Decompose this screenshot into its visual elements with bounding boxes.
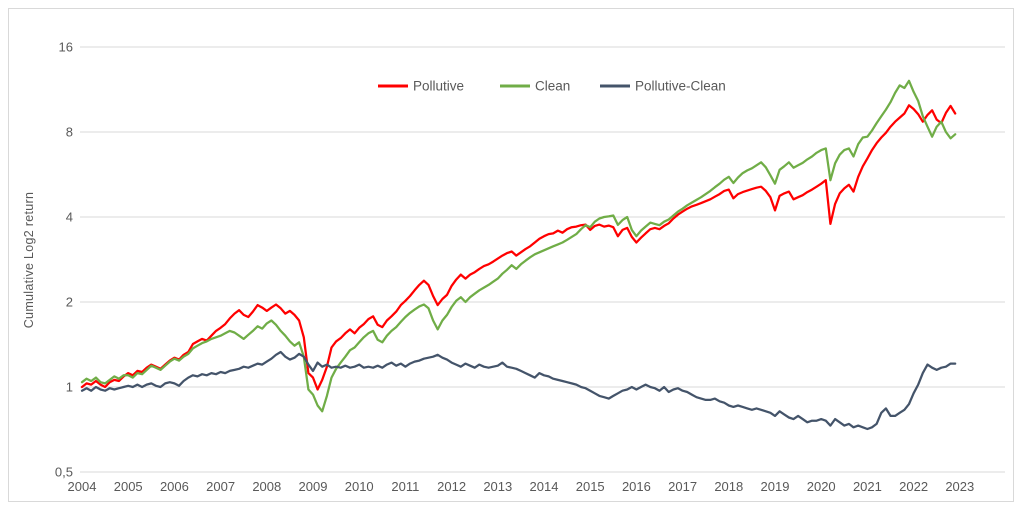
series-line-pollutive [80, 104, 957, 391]
y-tick-label: 16 [59, 40, 73, 55]
y-tick-label: 8 [66, 125, 73, 140]
legend-label-pollutive: Pollutive [413, 79, 464, 94]
x-tick-label: 2021 [853, 479, 882, 494]
x-tick-label: 2018 [714, 479, 743, 494]
x-tick-label: 2012 [437, 479, 466, 494]
y-tick-label: 0,5 [55, 465, 73, 480]
x-tick-label: 2008 [252, 479, 281, 494]
y-tick-label: 2 [66, 295, 73, 310]
series-line-pollutive-clean [80, 350, 957, 431]
series-lines [80, 79, 957, 431]
x-tick-label: 2017 [668, 479, 697, 494]
x-tick-label: 2011 [391, 479, 419, 494]
x-tick-label: 2023 [945, 479, 974, 494]
legend-label-clean: Clean [535, 79, 570, 94]
gridlines [80, 46, 1005, 473]
legend-label-pollutive-clean: Pollutive-Clean [635, 79, 726, 94]
x-tick-label: 2014 [530, 479, 559, 494]
x-tick-label: 2007 [206, 479, 235, 494]
x-tick-label: 2016 [622, 479, 651, 494]
y-axis-tick-labels: 16 8 4 2 1 0,5 [55, 40, 73, 480]
x-tick-label: 2005 [114, 479, 143, 494]
x-tick-label: 2022 [899, 479, 928, 494]
x-tick-label: 2004 [68, 479, 97, 494]
y-tick-label: 1 [66, 380, 73, 395]
y-axis-title: Cumulative Log2 return [22, 192, 36, 329]
x-tick-label: 2015 [576, 479, 605, 494]
y-tick-label: 4 [66, 210, 73, 225]
x-tick-label: 2020 [807, 479, 836, 494]
x-tick-label: 2010 [345, 479, 374, 494]
series-line-clean [80, 79, 957, 413]
x-axis-tick-labels: 2004 2005 2006 2007 2008 2009 2010 2011 2012 2013… [68, 479, 975, 494]
legend: Pollutive Clean Pollutive-Clean [378, 79, 726, 94]
x-tick-label: 2019 [761, 479, 790, 494]
chart-frame [8, 8, 1014, 502]
x-tick-label: 2006 [160, 479, 189, 494]
x-tick-label: 2009 [299, 479, 328, 494]
x-tick-label: 2013 [483, 479, 512, 494]
